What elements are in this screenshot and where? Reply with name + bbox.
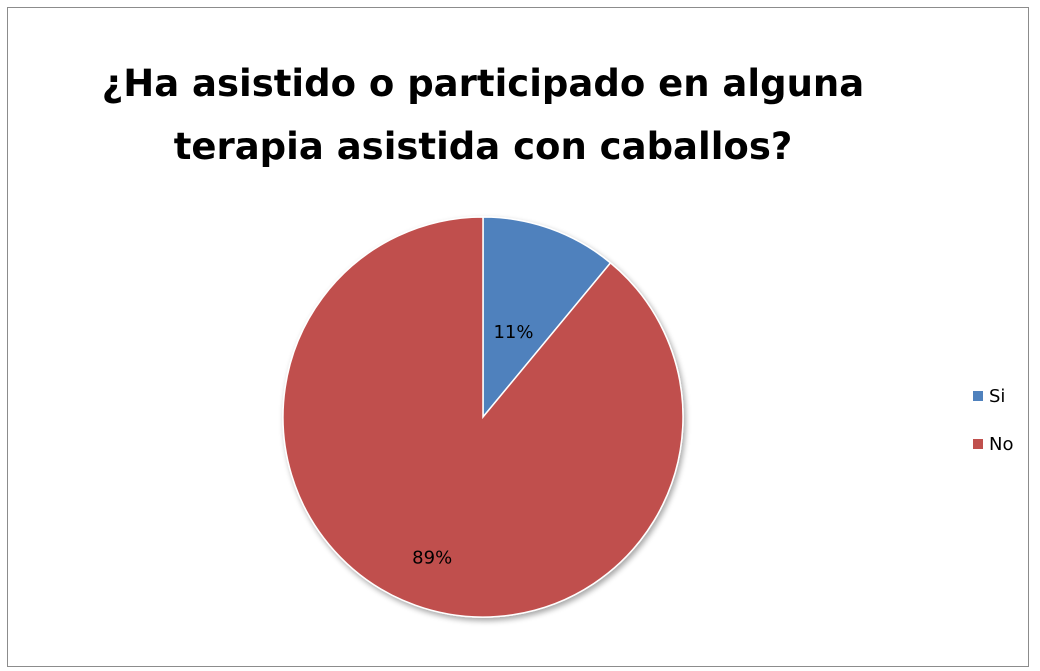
legend-swatch-si	[973, 391, 983, 401]
legend: Si No	[973, 383, 1013, 479]
chart-title-line-2: terapia asistida con caballos?	[173, 125, 793, 168]
legend-swatch-no	[973, 439, 983, 449]
legend-label-si: Si	[989, 385, 1006, 407]
chart-title: ¿Ha asistido o participado en alguna ter…	[0, 52, 966, 178]
data-label-si: 11%	[493, 322, 533, 343]
pie-slice-si	[482, 216, 612, 420]
legend-item-si: Si	[973, 383, 1013, 409]
data-label-no: 89%	[412, 548, 452, 569]
chart-title-line-1: ¿Ha asistido o participado en alguna	[101, 62, 865, 105]
legend-label-no: No	[989, 433, 1014, 455]
legend-item-no: No	[973, 431, 1013, 457]
pie-slice-no	[282, 216, 684, 618]
